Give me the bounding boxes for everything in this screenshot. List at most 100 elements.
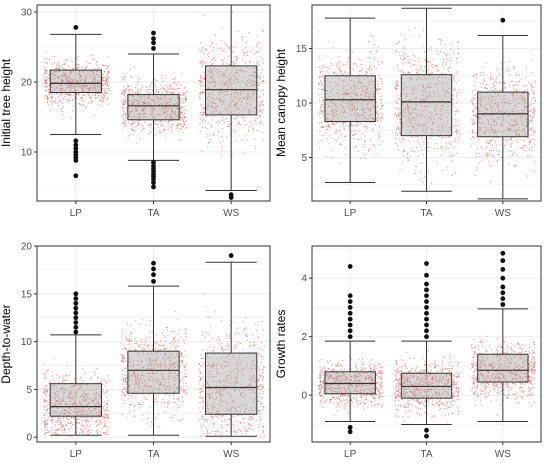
jitter-point [489,153,491,155]
jitter-point [78,77,80,79]
jitter-point [485,146,487,148]
jitter-point [447,106,449,108]
jitter-point [96,429,98,431]
jitter-point [212,63,214,65]
jitter-point [520,100,522,102]
jitter-point [134,106,136,108]
jitter-point [160,125,162,127]
jitter-point [227,93,229,95]
jitter-point [325,90,327,92]
jitter-point [532,116,534,118]
jitter-point [64,77,66,79]
jitter-point [397,85,399,87]
jitter-point [54,100,56,102]
jitter-point [369,97,371,99]
jitter-point [162,88,164,90]
jitter-point [232,51,234,53]
jitter-point [494,81,496,83]
jitter-point [365,130,367,132]
jitter-point [505,120,507,122]
jitter-point [101,379,103,381]
jitter-point [65,424,67,426]
jitter-point [503,82,505,84]
jitter-point [185,120,187,122]
jitter-point [214,103,216,105]
jitter-point [447,83,449,85]
jitter-point [523,110,525,112]
jitter-point [211,97,213,99]
jitter-point [91,82,93,84]
jitter-point [201,105,203,107]
jitter-point [339,109,341,111]
jitter-point [66,76,68,78]
jitter-point [88,87,90,89]
jitter-point [430,119,432,121]
jitter-point [480,101,482,103]
jitter-point [410,113,412,115]
jitter-point [125,388,127,390]
jitter-point [513,114,515,116]
jitter-point [230,94,232,96]
jitter-point [360,82,362,84]
jitter-point [45,390,47,392]
jitter-point [133,122,135,124]
jitter-point [236,57,238,59]
jitter-point [122,103,124,105]
jitter-point [131,123,133,125]
jitter-point [165,103,167,105]
jitter-point [508,61,510,63]
jitter-point [43,401,45,403]
jitter-point [369,93,371,95]
jitter-point [330,106,332,108]
jitter-point [458,133,460,135]
jitter-point [510,128,512,130]
jitter-point [88,62,90,64]
jitter-point [493,131,495,133]
jitter-point [406,153,408,155]
jitter-point [490,129,492,131]
jitter-point [150,132,152,134]
jitter-point [417,155,419,157]
jitter-point [485,95,487,97]
jitter-point [339,162,341,164]
jitter-point [97,423,99,425]
jitter-point [222,64,224,66]
jitter-point [241,101,243,103]
y-tick-label: 10 [21,148,33,159]
jitter-point [336,65,338,67]
jitter-point [54,430,56,432]
jitter-point [440,110,442,112]
jitter-point [498,81,500,83]
jitter-point [432,123,434,125]
jitter-point [122,129,124,131]
jitter-point [454,138,456,140]
jitter-point [223,83,225,85]
jitter-point [418,57,420,59]
jitter-point [523,101,525,103]
jitter-point [105,83,107,85]
jitter-point [380,99,382,101]
jitter-point [508,115,510,117]
jitter-point [224,82,226,84]
jitter-point [249,51,251,53]
jitter-point [395,51,397,53]
jitter-point [396,133,398,135]
jitter-point [491,107,493,109]
jitter-point [96,425,98,427]
boxplot-TA [127,30,180,190]
jitter-point [146,337,148,339]
jitter-point [79,71,81,73]
jitter-point [262,105,264,107]
jitter-point [330,63,332,65]
jitter-point [508,103,510,105]
jitter-point [208,70,210,72]
jitter-point [522,124,524,126]
jitter-point [318,122,320,124]
jitter-point [362,114,364,116]
jitter-point [408,117,410,119]
jitter-point [70,90,72,92]
jitter-point [259,95,261,97]
jitter-point [355,133,357,135]
jitter-point [513,165,515,167]
jitter-point [338,130,340,132]
